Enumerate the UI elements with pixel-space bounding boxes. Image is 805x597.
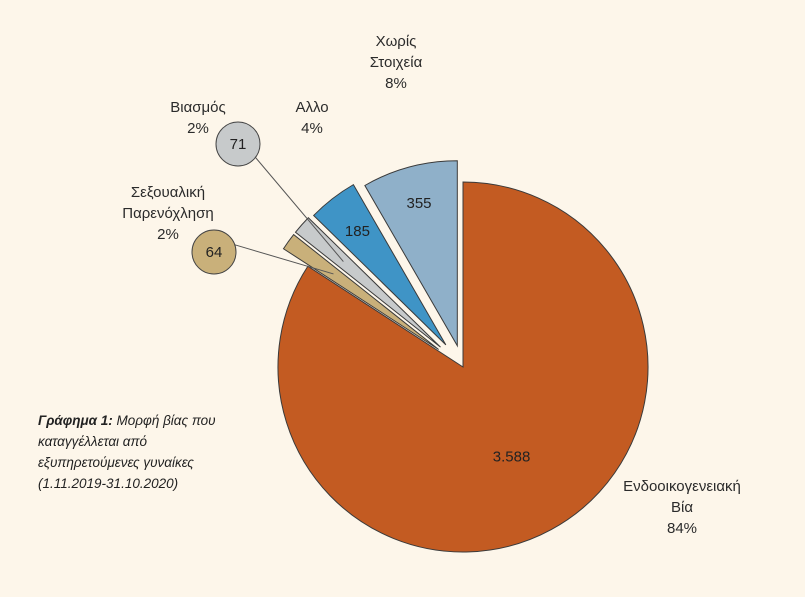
slice-percent-label: 4% [301, 120, 323, 137]
slice-name-label: Παρενόχληση [122, 205, 213, 222]
slice-percent-label: 84% [667, 520, 697, 537]
pie-slice [282, 233, 439, 350]
pie-slice [364, 160, 458, 348]
slice-value-label: 71 [230, 136, 247, 153]
caption-bold: Γράφημα 1: [38, 413, 113, 428]
caption-text: Μορφή βίας που καταγγέλλεται από εξυπηρε… [38, 413, 216, 491]
leader-line [229, 242, 334, 275]
pie-slice [312, 183, 447, 346]
slice-value-label: 3.588 [493, 448, 531, 465]
slice-percent-label: 2% [157, 226, 179, 243]
leader-line [253, 154, 344, 262]
slice-name-label: Βιασμός [170, 99, 225, 116]
slice-value-label: 64 [206, 244, 223, 261]
slice-value-label: 355 [407, 195, 432, 212]
value-bubble [215, 121, 261, 167]
pie-slice [294, 217, 441, 348]
slice-value-label: 185 [345, 223, 370, 240]
slice-name-label: Αλλο [295, 99, 328, 116]
chart-caption: Γράφημα 1: Μορφή βίας που καταγγέλλεται … [38, 410, 238, 494]
slice-percent-label: 8% [385, 75, 407, 92]
slice-name-label: Χωρίς [376, 33, 417, 50]
slice-percent-label: 2% [187, 120, 209, 137]
slice-name-label: Σεξουαλική [131, 184, 205, 201]
value-bubble [191, 229, 237, 275]
slice-name-label: Στοιχεία [370, 54, 423, 71]
slice-name-label: Βία [671, 499, 693, 516]
slice-name-label: Ενδοοικογενειακή [623, 478, 741, 495]
pie-slice [277, 181, 649, 553]
